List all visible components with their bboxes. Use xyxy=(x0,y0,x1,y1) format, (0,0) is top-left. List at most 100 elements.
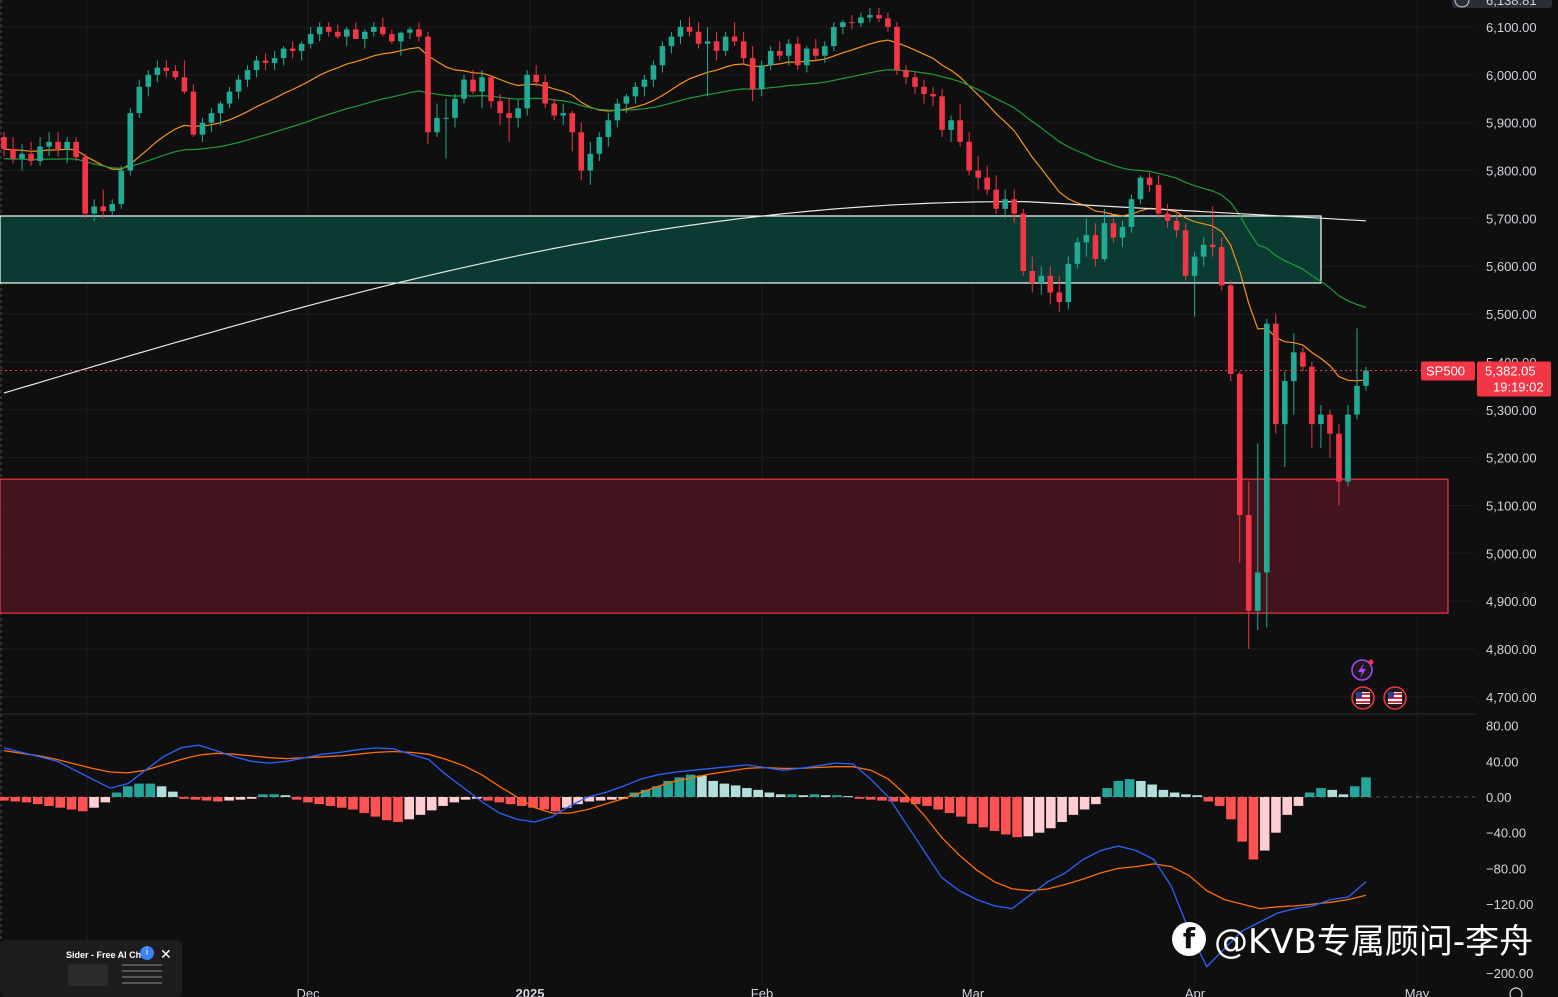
candle-body xyxy=(524,74,530,109)
candle-body xyxy=(280,48,287,59)
candle-body xyxy=(1336,433,1342,482)
time-axis[interactable]: Dec 2025 Feb Mar Apr May xyxy=(0,985,1558,997)
candle-body xyxy=(109,204,116,212)
candle-body xyxy=(912,77,918,87)
macd-axis-label: 80.00 xyxy=(1486,719,1519,734)
lightning-glyph xyxy=(1358,663,1366,678)
macd-histogram-bar xyxy=(944,797,955,814)
price-axis-label: 4,900.00 xyxy=(1486,594,1537,609)
candle-body xyxy=(1047,275,1054,293)
macd-histogram-bar xyxy=(899,797,910,803)
candle-body xyxy=(867,15,873,18)
macd-histogram-bar xyxy=(415,797,426,815)
macd-histogram-bar xyxy=(1248,797,1259,860)
close-icon[interactable]: ✕ xyxy=(160,946,172,962)
info-icon[interactable]: i xyxy=(140,946,154,960)
candle-body xyxy=(803,48,810,66)
flag-canton xyxy=(1356,692,1362,698)
candle-body xyxy=(506,113,512,118)
price-axis-label: 4,700.00 xyxy=(1486,690,1537,705)
candle-body xyxy=(1363,370,1369,386)
macd-histogram-bar xyxy=(640,789,651,797)
price-axis[interactable]: 6,100.00 6,000.00 5,900.00 5,800.00 5,700.00… xyxy=(1421,0,1558,985)
macd-axis-label: −200.00 xyxy=(1486,966,1533,981)
candle-body xyxy=(253,60,260,71)
settings-gear-icon xyxy=(1509,987,1523,997)
event-markers[interactable] xyxy=(1351,659,1407,710)
sider-popup[interactable]: Sider - Free AI Ch i ✕ xyxy=(0,940,182,997)
candle-body xyxy=(1101,223,1108,260)
macd-histogram-bar xyxy=(258,794,268,797)
macd-histogram-bar xyxy=(449,797,460,803)
candle-body xyxy=(993,189,999,209)
candle-body xyxy=(1263,323,1270,573)
macd-histogram-bar xyxy=(483,797,493,801)
candle-body xyxy=(903,70,909,78)
macd-histogram-bar xyxy=(404,797,415,820)
candle-body xyxy=(894,27,900,71)
macd-histogram-bar xyxy=(1124,779,1135,797)
macd-histogram-bar xyxy=(1214,797,1225,806)
price-axis-background xyxy=(1475,0,1558,985)
time-axis-label: May xyxy=(1405,986,1430,997)
macd-histogram-bar xyxy=(32,797,43,805)
candle-body xyxy=(1074,242,1081,264)
candle-body xyxy=(181,77,188,92)
candle-body xyxy=(885,18,891,27)
candle-body xyxy=(470,79,476,92)
candle-body xyxy=(632,86,639,97)
macd-histogram-bar xyxy=(291,797,302,800)
candle-body xyxy=(1173,220,1180,231)
macd-histogram-bar xyxy=(697,775,707,797)
candle-body xyxy=(551,103,558,116)
candle-body xyxy=(515,108,521,118)
macd-histogram-bar xyxy=(179,797,189,799)
candle-body xyxy=(416,29,422,37)
price-axis-label: 5,900.00 xyxy=(1486,116,1537,131)
candle-body xyxy=(1227,285,1234,374)
candle-body xyxy=(659,46,666,66)
price-axis-label: 5,500.00 xyxy=(1486,307,1537,322)
macd-histogram-bar xyxy=(539,797,550,810)
macd-histogram-bar xyxy=(910,797,921,805)
candle-body xyxy=(307,34,314,44)
candle-body xyxy=(596,137,603,154)
macd-histogram-bar xyxy=(1001,797,1011,835)
candle-body xyxy=(822,46,828,56)
candle-body xyxy=(371,27,377,32)
candle-body xyxy=(325,27,332,32)
candle-body xyxy=(1038,275,1045,283)
candle-body xyxy=(1137,177,1144,200)
flag-canton xyxy=(1388,692,1394,698)
candle-body xyxy=(235,79,242,92)
macd-histogram-bar xyxy=(235,797,246,800)
candle-body xyxy=(1092,235,1099,260)
candle-body xyxy=(154,67,161,75)
macd-histogram-bar xyxy=(1293,797,1304,806)
macd-histogram-bar xyxy=(44,797,54,806)
macd-histogram-bar xyxy=(955,797,966,817)
macd-histogram-bar xyxy=(528,797,538,808)
macd-histogram-bar xyxy=(764,792,775,797)
macd-histogram-bar xyxy=(685,774,696,797)
symbol-tag xyxy=(1421,361,1475,381)
time-axis-label: Feb xyxy=(751,986,773,997)
macd-axis-label: 40.00 xyxy=(1486,754,1519,769)
candle-body xyxy=(1011,199,1018,214)
candle-body xyxy=(966,141,972,171)
macd-histogram-bar xyxy=(66,797,77,810)
macd-histogram-bar xyxy=(967,797,977,824)
candle-body xyxy=(10,149,16,159)
macd-histogram-bar xyxy=(517,797,527,806)
time-axis-label: 2025 xyxy=(516,986,545,997)
macd-histogram-bar xyxy=(708,780,718,797)
macd-histogram-bar xyxy=(775,794,786,797)
candle-body xyxy=(1282,381,1288,425)
candle-body xyxy=(1065,263,1072,303)
top-price-label: 6,138.81 xyxy=(1486,0,1537,8)
candle-body xyxy=(37,146,43,161)
candle-body xyxy=(1236,373,1243,516)
candle-body xyxy=(262,60,269,63)
macd-histogram-bar xyxy=(652,786,662,797)
